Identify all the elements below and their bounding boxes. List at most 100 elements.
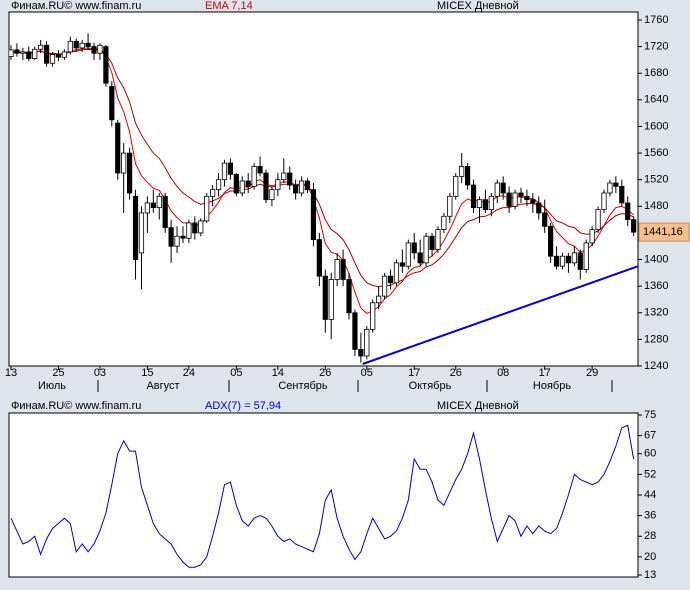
candle-body: [542, 212, 548, 227]
candle-body: [109, 86, 115, 121]
candle-body: [328, 279, 334, 320]
candle-body: [441, 215, 447, 230]
candle-body: [435, 229, 441, 250]
candle-body: [186, 222, 192, 239]
x-tick-label: 03: [94, 367, 106, 379]
candle-body: [417, 252, 423, 264]
candle-body: [180, 235, 186, 239]
x-tick-label: 26: [450, 367, 462, 379]
candle-body: [162, 195, 168, 228]
x-tick-label: 26: [319, 367, 331, 379]
candle-body: [9, 49, 14, 57]
y-tick-label: 1320: [644, 307, 668, 319]
y-tick-label: 20: [644, 551, 656, 563]
y-tick-label: 52: [644, 468, 656, 480]
candle-body: [316, 239, 322, 277]
x-tick-label: 24: [183, 367, 195, 379]
candle-body: [257, 165, 263, 174]
candle-body: [239, 180, 245, 194]
adx-line: [10, 424, 635, 568]
candle-body: [506, 192, 512, 207]
candle-body: [399, 262, 405, 267]
y-tick-label: 1720: [644, 41, 668, 53]
candle-body: [67, 40, 73, 53]
candle-body: [210, 189, 216, 197]
candle-body: [488, 195, 494, 211]
y-tick-label: 1760: [644, 14, 668, 26]
ema-line: [11, 48, 634, 288]
candle-body: [73, 40, 79, 49]
candle-body: [132, 195, 139, 260]
candle-body: [346, 279, 352, 314]
x-tick-label: 05: [230, 367, 242, 379]
indicator: ADX(7) = 57,94: [205, 400, 281, 412]
candle-body: [198, 220, 204, 234]
y-tick-label: 1480: [644, 200, 668, 212]
candle-body: [322, 275, 328, 320]
candle-body: [174, 235, 180, 247]
x-tick-label: 17: [539, 367, 551, 379]
candle-body: [376, 295, 382, 304]
price-marks: [9, 33, 638, 365]
source: Финам.RU© www.finam.ru: [11, 400, 141, 412]
y-tick-label: 1520: [644, 174, 668, 186]
candle-body: [559, 255, 566, 267]
candle-body: [144, 202, 150, 214]
month-label: Август: [146, 380, 179, 392]
candle-body: [358, 348, 364, 357]
ema-line: [10, 47, 634, 314]
candle-body: [393, 262, 400, 284]
candle-body: [43, 44, 50, 64]
adx-plot-frame: [8, 412, 639, 578]
candle-body: [287, 172, 293, 186]
y-tick-label: 1360: [644, 280, 668, 292]
candle-body: [79, 42, 85, 49]
x-tick-label: 08: [497, 367, 509, 379]
y-tick-label: 1280: [644, 333, 668, 345]
candle-body: [494, 182, 500, 197]
x-tick-label: 17: [408, 367, 420, 379]
candle-body: [150, 202, 156, 209]
month-label: Сентябрь: [278, 380, 328, 392]
candle-body: [49, 54, 56, 64]
candle-body: [631, 219, 637, 233]
month-label: Ноябрь: [533, 380, 571, 392]
candle-body: [447, 195, 453, 217]
candle-body: [38, 44, 44, 50]
candle-body: [453, 175, 459, 197]
y-tick-label: 1600: [644, 120, 668, 132]
candle-body: [571, 252, 577, 264]
candle-body: [429, 235, 435, 250]
x-tick-label: 29: [586, 367, 598, 379]
candle-body: [601, 192, 607, 211]
instrument: MICEX Дневной: [437, 400, 519, 412]
candle-body: [156, 195, 162, 209]
x-tick-label: 25: [52, 367, 64, 379]
candle-body: [381, 275, 388, 297]
candle-body: [334, 259, 340, 280]
last-price-tag: [638, 222, 690, 242]
candle-body: [565, 255, 572, 264]
candle-body: [470, 184, 477, 209]
y-tick-label: 13: [644, 569, 656, 581]
candle-body: [269, 189, 275, 201]
candle-body: [281, 172, 287, 181]
candle-body: [340, 259, 346, 280]
x-tick-label: 13: [5, 367, 17, 379]
adx-marks: [10, 424, 635, 568]
candle-body: [512, 192, 518, 207]
candle-body: [352, 312, 358, 350]
candle-body: [168, 227, 174, 247]
candle-body: [221, 162, 228, 181]
candle-body: [215, 179, 222, 191]
candle-body: [310, 189, 317, 240]
candle-body: [251, 165, 257, 187]
month-label: Октябрь: [409, 380, 452, 392]
candle-body: [625, 202, 631, 221]
candle-body: [26, 51, 32, 59]
y-tick-label: 36: [644, 510, 656, 522]
source: Финам.RU© www.finam.ru: [11, 0, 141, 12]
candle-body: [500, 182, 506, 194]
y-tick-label: 75: [644, 409, 656, 421]
